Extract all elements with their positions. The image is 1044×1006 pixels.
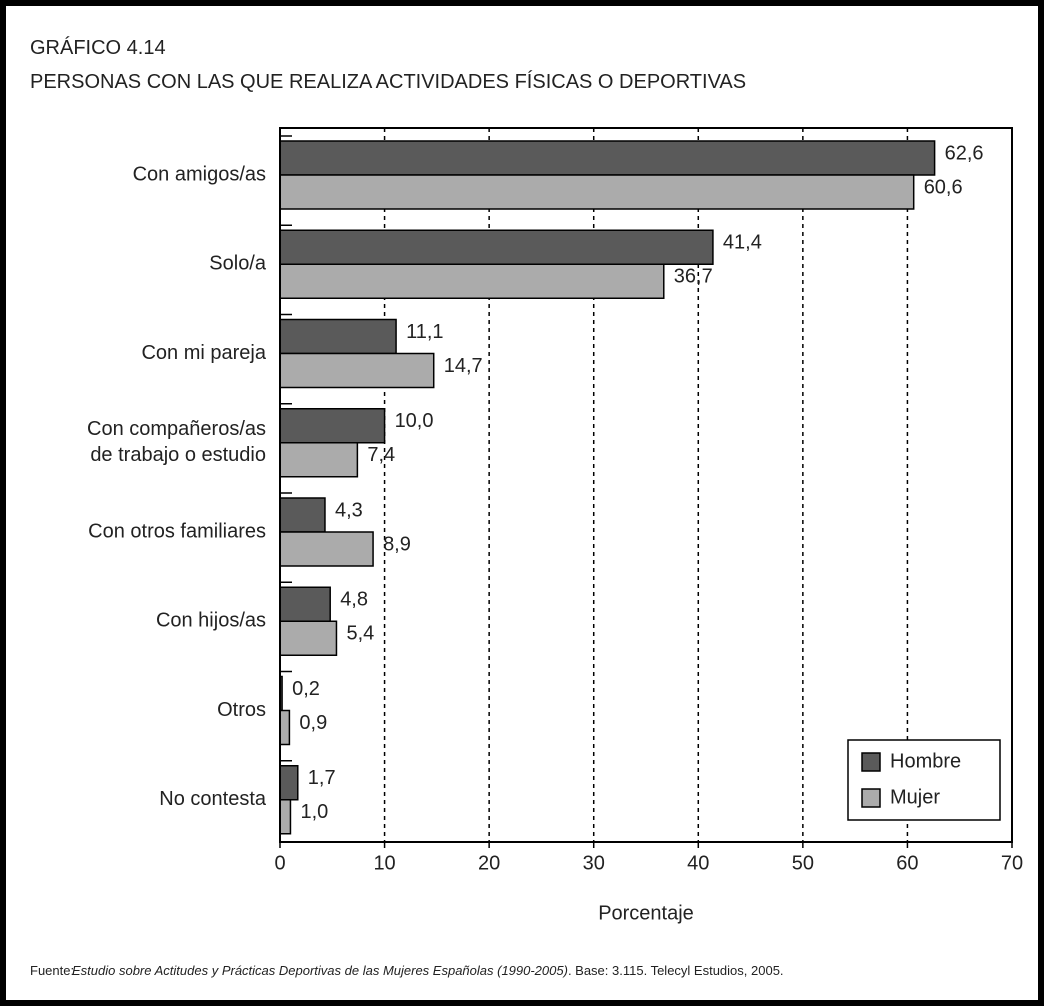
value-label: 14,7 <box>444 355 483 377</box>
y-tick-label: Con amigos/as <box>133 163 266 185</box>
value-label: 62,6 <box>945 142 984 164</box>
bar <box>279 709 291 746</box>
bar <box>279 263 665 299</box>
plot-frame <box>279 127 1013 843</box>
bar <box>279 497 326 533</box>
legend-label: Mujer <box>890 786 940 808</box>
bar <box>279 620 338 656</box>
value-label: 60,6 <box>924 176 963 198</box>
value-label: 7,4 <box>367 444 395 466</box>
legend-label: Hombre <box>890 750 961 772</box>
value-label: 41,4 <box>723 232 762 254</box>
bar <box>279 408 386 444</box>
y-tick-label: Con mi pareja <box>141 342 266 364</box>
x-tick-label: 70 <box>1001 852 1023 874</box>
bar <box>279 799 292 835</box>
bar <box>279 442 359 478</box>
chart-subtitle: PERSONAS CON LAS QUE REALIZA ACTIVIDADES… <box>30 70 746 93</box>
source-label: Fuente: <box>30 963 75 978</box>
y-tick-label: Solo/a <box>209 253 267 275</box>
bar <box>279 229 714 265</box>
legend-swatch <box>861 788 881 808</box>
bar <box>279 174 915 210</box>
chart-title: GRÁFICO 4.14 <box>30 36 166 59</box>
value-label: 0,9 <box>299 712 327 734</box>
value-label: 0,2 <box>292 678 320 700</box>
x-tick-label: 60 <box>896 852 918 874</box>
bar <box>279 140 936 176</box>
y-tick-label: Con otros familiares <box>88 520 266 542</box>
chart: GRÁFICO 4.14 PERSONAS CON LAS QUE REALIZ… <box>30 36 1023 924</box>
y-tick-label: Otros <box>217 699 266 721</box>
y-tick-label: Con hijos/as <box>156 610 266 632</box>
x-tick-label: 30 <box>583 852 605 874</box>
value-label: 10,0 <box>395 410 434 432</box>
value-label: 11,1 <box>406 321 443 343</box>
x-tick-label: 40 <box>687 852 709 874</box>
value-label: 1,0 <box>300 801 328 823</box>
x-tick-label: 0 <box>274 852 285 874</box>
value-label: 36,7 <box>674 266 713 288</box>
legend-swatch <box>861 752 881 772</box>
source-title: Estudio sobre Actitudes y Prácticas Depo… <box>72 963 568 978</box>
value-label: 5,4 <box>346 623 374 645</box>
bar <box>279 586 331 622</box>
y-tick-label: Con compañeros/as de trabajo o estudio <box>87 418 266 466</box>
value-label: 4,8 <box>340 589 368 611</box>
bar <box>279 352 435 389</box>
x-tick-label: 50 <box>792 852 814 874</box>
bar <box>279 318 397 355</box>
bar <box>279 531 374 567</box>
source-rest: . Base: 3.115. Telecyl Estudios, 2005. <box>567 963 784 978</box>
x-axis-label: Porcentaje <box>598 902 694 924</box>
y-tick-label: No contesta <box>159 788 267 810</box>
source: Fuente:Estudio sobre Actitudes y Práctic… <box>30 962 1035 980</box>
x-tick-label: 20 <box>478 852 500 874</box>
value-label: 1,7 <box>308 767 336 789</box>
bar <box>279 765 299 801</box>
x-tick-label: 10 <box>373 852 395 874</box>
value-label: 8,9 <box>383 533 411 555</box>
value-label: 4,3 <box>335 499 363 521</box>
